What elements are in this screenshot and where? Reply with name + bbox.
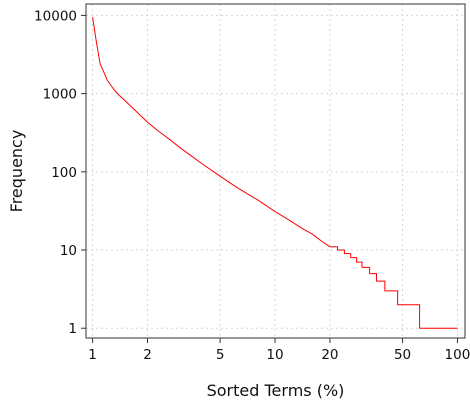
y-axis: 1 10 100 1000 10000 (34, 8, 86, 337)
x-tick-label: 50 (394, 347, 411, 363)
y-tick-label: 1 (68, 321, 77, 337)
y-tick-label: 100 (51, 165, 77, 181)
y-axis-title: Frequency (7, 130, 26, 213)
y-tick-label: 10000 (34, 8, 77, 24)
series-layer (92, 17, 458, 329)
y-tick-label: 10 (60, 243, 77, 259)
grid (86, 4, 465, 338)
x-tick-label: 1 (88, 347, 97, 363)
x-axis: 1 2 5 10 20 50 100 (88, 338, 470, 363)
x-tick-label: 2 (143, 347, 152, 363)
y-tick-label: 1000 (43, 87, 77, 103)
x-tick-label: 5 (216, 347, 225, 363)
x-tick-label: 10 (266, 347, 283, 363)
x-tick-label: 100 (445, 347, 470, 363)
x-tick-label: 20 (321, 347, 338, 363)
frequency-series-line (92, 17, 458, 329)
x-axis-title: Sorted Terms (%) (207, 381, 345, 400)
